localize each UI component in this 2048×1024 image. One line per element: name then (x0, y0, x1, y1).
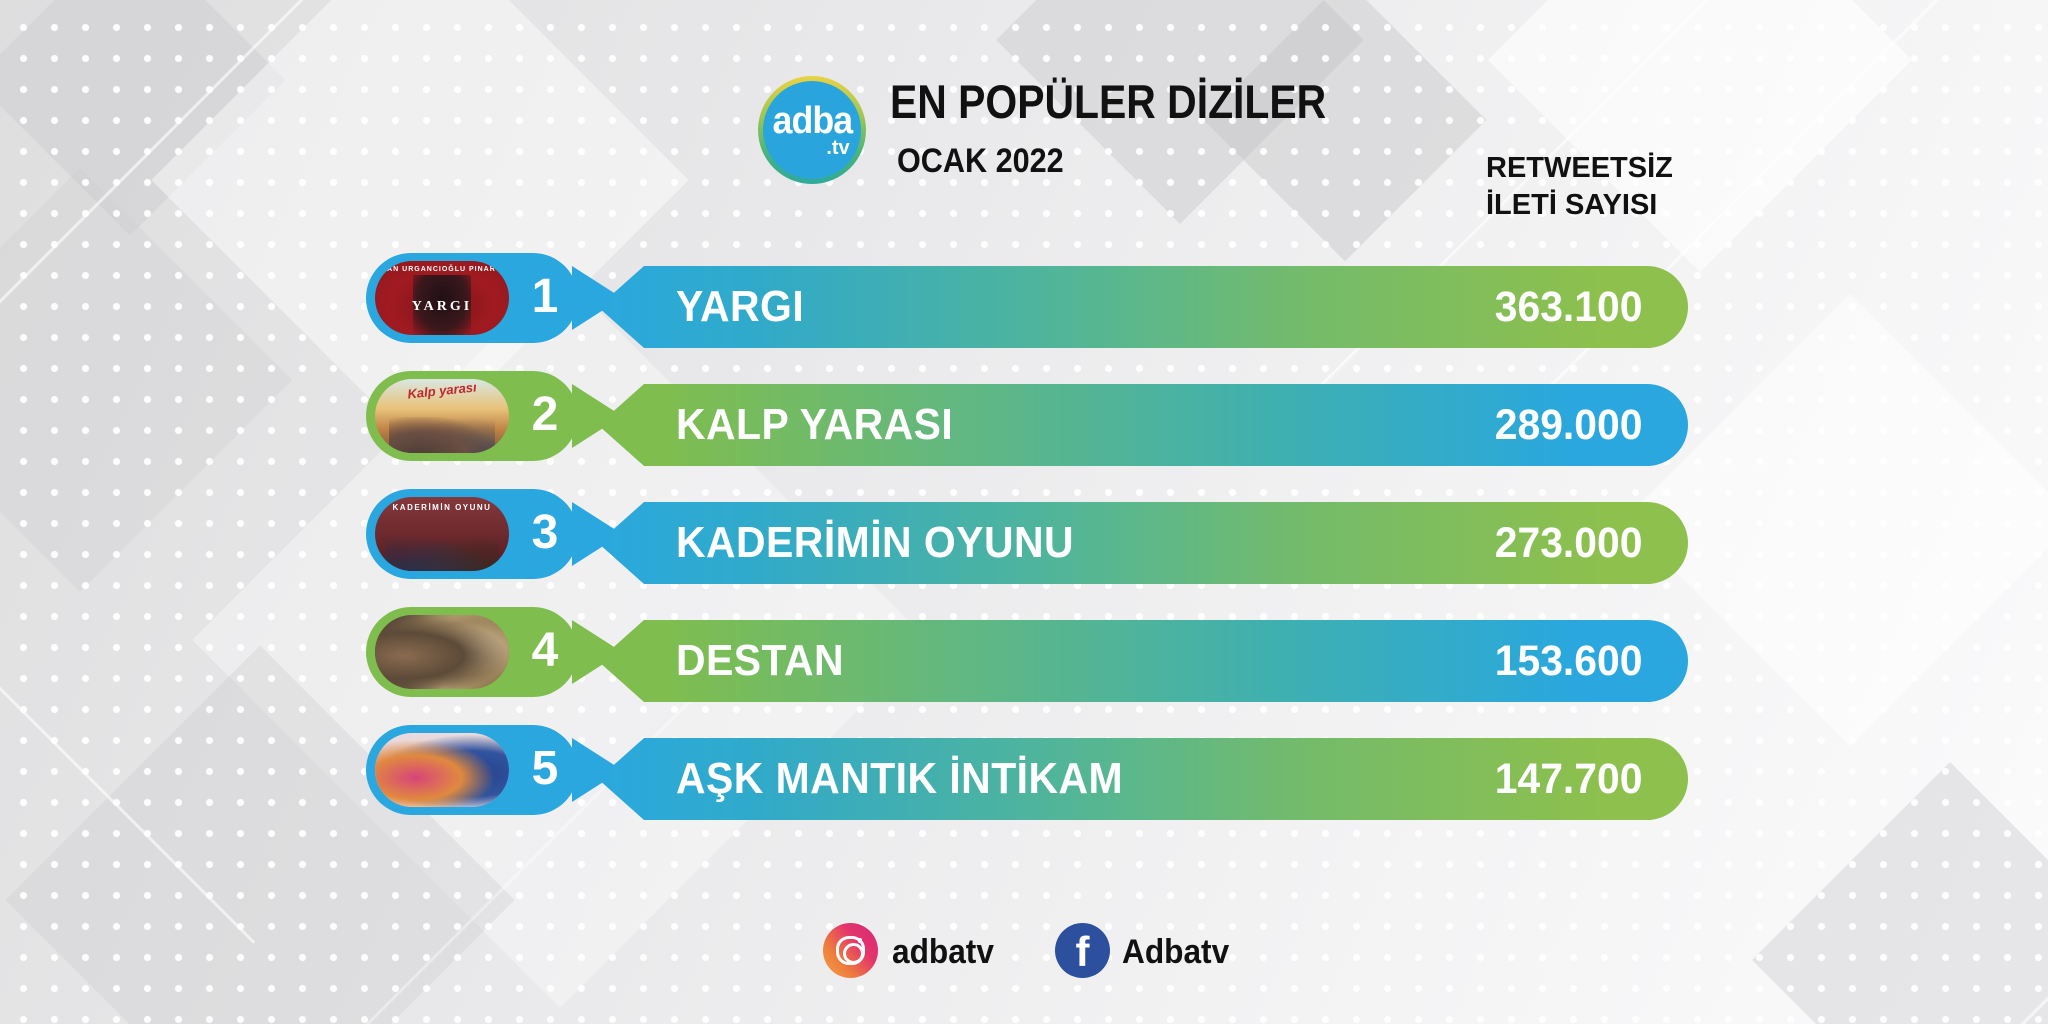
show-value: 289.000 (1494, 400, 1642, 449)
value-bar: KALP YARASI 289.000 (598, 384, 1688, 466)
logo-tld: .tv (826, 137, 850, 159)
poster-figures (375, 615, 509, 689)
facebook-icon: f (1055, 923, 1110, 978)
rank-number: 5 (531, 742, 559, 795)
poster-credits: KAAN URGANCIOĞLU PINAR DENİZ (375, 266, 509, 273)
value-header-line1: RETWEETSİZ (1486, 152, 1673, 184)
rank-badge: 5 (366, 725, 622, 815)
poster-title: Kalp yarası (406, 379, 478, 402)
value-bar: KADERİMİN OYUNU 273.000 (598, 502, 1688, 584)
facebook-handle: Adbatv (1122, 933, 1230, 971)
poster-figures (413, 275, 471, 335)
ranking-row-1: KAAN URGANCIOĞLU PINAR DENİZ YARGI 1 YAR… (366, 253, 1696, 348)
rank-badge: KAAN URGANCIOĞLU PINAR DENİZ YARGI 1 (366, 253, 622, 343)
value-column-header: RETWEETSİZ İLETİ SAYISI (1486, 150, 1673, 224)
rank-number: 3 (531, 506, 559, 559)
show-name: YARGI (676, 282, 805, 331)
show-value: 273.000 (1494, 518, 1642, 567)
ranking-row-4: 4 DESTAN 153.600 (366, 607, 1696, 702)
rank-number: 1 (531, 270, 559, 323)
rank-badge: Kalp yarası 2 (366, 371, 622, 461)
rank-badge: 4 (366, 607, 622, 697)
instagram-lens (843, 943, 864, 964)
show-thumbnail-yargi: KAAN URGANCIOĞLU PINAR DENİZ YARGI (375, 261, 509, 335)
value-bar: AŞK MANTIK İNTİKAM 147.700 (598, 738, 1688, 820)
show-value: 147.700 (1494, 754, 1642, 803)
poster-figures (375, 733, 509, 807)
rank-number: 4 (531, 624, 559, 677)
logo-text: adba (772, 100, 853, 142)
poster-title: KADERİMİN OYUNU (392, 503, 492, 512)
show-name: KALP YARASI (676, 400, 954, 449)
show-thumbnail-ask-mantik-intikam (375, 733, 509, 807)
show-name: AŞK MANTIK İNTİKAM (676, 754, 1124, 803)
poster-figures (389, 417, 495, 453)
poster-figures (385, 531, 499, 571)
rank-badge: KADERİMİN OYUNU 3 (366, 489, 622, 579)
show-thumbnail-destan (375, 615, 509, 689)
instagram-icon (823, 923, 878, 978)
poster-title: YARGI (411, 299, 473, 314)
show-value: 363.100 (1494, 282, 1642, 331)
ranking-row-5: 5 AŞK MANTIK İNTİKAM 147.700 (366, 725, 1696, 820)
ranking-row-3: KADERİMİN OYUNU 3 KADERİMİN OYUNU 273.00… (366, 489, 1696, 584)
adbatv-logo-circle: adba .tv (763, 81, 861, 179)
instagram-handle: adbatv (892, 933, 994, 971)
value-bar: DESTAN 153.600 (598, 620, 1688, 702)
show-thumbnail-kalp-yarasi: Kalp yarası (375, 379, 509, 453)
ranking-row-2: Kalp yarası 2 KALP YARASI 289.000 (366, 371, 1696, 466)
show-value: 153.600 (1494, 636, 1642, 685)
page-subtitle: OCAK 2022 (897, 142, 1064, 180)
show-name: KADERİMİN OYUNU (676, 518, 1074, 567)
adbatv-logo: adba .tv (758, 76, 866, 184)
page-title: EN POPÜLER DİZİLER (890, 75, 1327, 128)
show-thumbnail-kaderimin-oyunu: KADERİMİN OYUNU (375, 497, 509, 571)
value-bar: YARGI 363.100 (598, 266, 1688, 348)
show-name: DESTAN (676, 636, 844, 685)
rank-number: 2 (531, 388, 559, 441)
value-header-line2: İLETİ SAYISI (1486, 189, 1658, 221)
instagram-flash-dot (857, 938, 862, 943)
